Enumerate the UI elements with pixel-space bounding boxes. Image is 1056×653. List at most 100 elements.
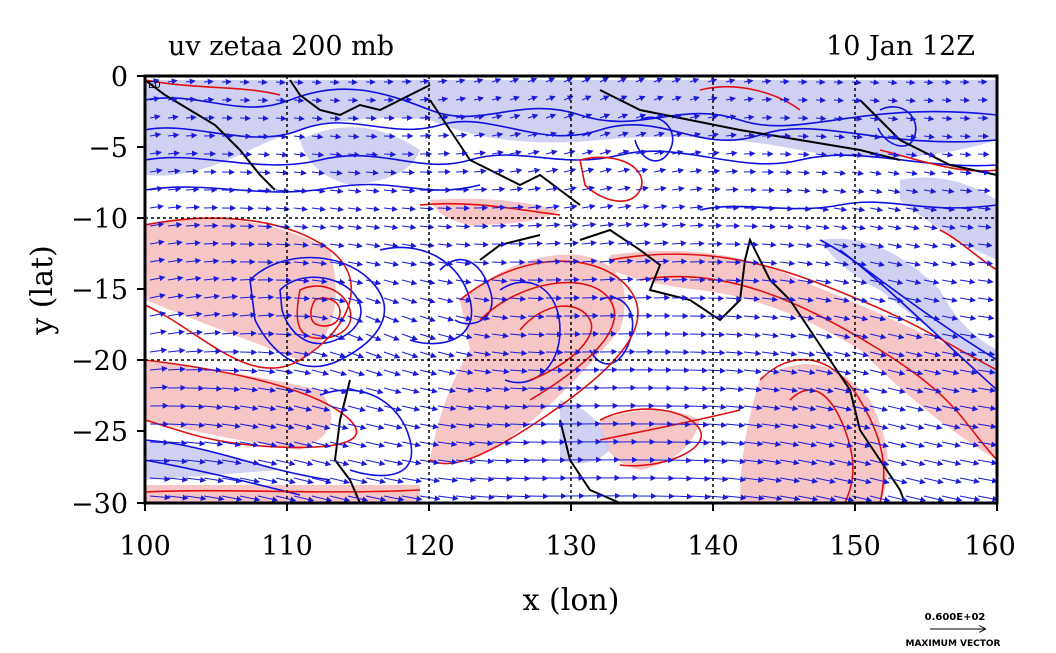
wind-vector — [977, 459, 997, 466]
wind-vector — [383, 169, 397, 176]
wind-vector — [419, 187, 434, 194]
wind-vector — [743, 494, 765, 501]
wind-vector — [977, 332, 995, 339]
wind-vector — [203, 404, 223, 411]
wind-vector — [221, 495, 243, 502]
y-tick-label: 0 — [111, 62, 128, 93]
y-axis-label: y (lat) — [25, 245, 60, 335]
wind-vector — [977, 223, 992, 230]
wind-vector — [923, 115, 935, 122]
wind-vector — [977, 169, 991, 176]
wind-vector — [401, 315, 418, 323]
wind-vector — [491, 113, 503, 120]
y-tick-label: −5 — [88, 133, 128, 164]
wind-vector — [383, 423, 403, 430]
wind-vector — [329, 405, 349, 413]
wind-vector — [455, 297, 472, 304]
wind-vector — [221, 311, 239, 318]
wind-vector — [167, 366, 186, 373]
wind-vector — [491, 186, 506, 193]
wind-vector — [365, 495, 387, 503]
wind-vector — [689, 349, 708, 356]
wind-vector — [905, 133, 917, 140]
wind-vector — [761, 259, 778, 266]
wind-vector — [491, 131, 504, 138]
wind-vector — [437, 405, 457, 412]
wind-vector — [851, 170, 864, 176]
wind-vector — [905, 206, 920, 213]
wind-vector — [509, 295, 527, 302]
wind-vector — [959, 351, 978, 358]
wind-vector — [707, 458, 728, 465]
wind-vector — [779, 387, 799, 394]
wind-vector — [581, 113, 593, 120]
wind-vector — [887, 242, 903, 249]
wind-vector — [905, 224, 920, 231]
wind-vector — [977, 151, 990, 158]
wind-vector — [581, 240, 597, 247]
wind-vector — [977, 477, 997, 484]
wind-vector — [941, 188, 955, 194]
wind-vector — [707, 96, 718, 102]
wind-vector — [725, 168, 739, 175]
wind-vector — [563, 167, 577, 174]
wind-vector — [797, 387, 816, 394]
wind-vector — [455, 241, 471, 248]
wind-vector — [401, 387, 420, 394]
wind-vector — [275, 405, 295, 412]
wind-vector — [941, 242, 957, 249]
wind-vector — [473, 132, 486, 139]
wind-vector — [725, 150, 738, 157]
wind-vector — [329, 315, 346, 323]
wind-vector — [221, 404, 241, 411]
wind-vector — [437, 223, 453, 230]
wind-vector — [815, 115, 827, 122]
wind-vector — [545, 203, 560, 210]
wind-vector — [905, 315, 923, 322]
wind-vector — [167, 476, 189, 483]
wind-vector — [923, 333, 941, 340]
wind-vector — [671, 222, 687, 229]
wind-vector — [383, 297, 400, 305]
wind-vector — [383, 151, 397, 158]
wind-vector — [437, 132, 450, 139]
wind-vector — [905, 97, 916, 104]
grid-lines — [145, 76, 997, 503]
wind-vector — [581, 95, 592, 102]
wind-vector — [797, 187, 811, 194]
wind-vector — [833, 242, 849, 249]
wind-vector — [203, 222, 219, 229]
wind-vector — [599, 294, 617, 301]
wind-vector — [797, 278, 814, 285]
wind-vector — [545, 331, 563, 338]
wind-vector — [815, 333, 833, 340]
wind-vector — [347, 133, 360, 140]
wind-vector — [725, 132, 737, 139]
wind-vector — [743, 386, 763, 393]
wind-vector — [833, 405, 853, 412]
wind-vector — [833, 79, 844, 86]
wind-vector — [347, 405, 367, 413]
wind-vector — [149, 114, 161, 121]
wind-vector — [545, 149, 558, 156]
wind-vector — [977, 205, 992, 212]
wind-vector — [185, 150, 199, 157]
wind-vector — [311, 495, 333, 503]
wind-vector — [437, 114, 449, 121]
wind-vector — [977, 405, 997, 412]
wind-vector — [653, 77, 664, 84]
wind-vector — [473, 350, 492, 357]
wind-vector — [563, 113, 575, 120]
wind-vector — [959, 333, 977, 339]
wind-vector — [473, 314, 491, 321]
wind-vector — [347, 169, 361, 176]
wind-vector — [635, 258, 652, 265]
wind-vector — [617, 131, 629, 138]
y-tick-label: −30 — [71, 489, 128, 520]
wind-vector — [707, 186, 721, 193]
wind-vector — [797, 333, 815, 339]
wind-vector — [437, 78, 448, 85]
wind-vector — [239, 405, 259, 411]
wind-vector — [257, 294, 275, 301]
wind-vector — [959, 151, 972, 158]
